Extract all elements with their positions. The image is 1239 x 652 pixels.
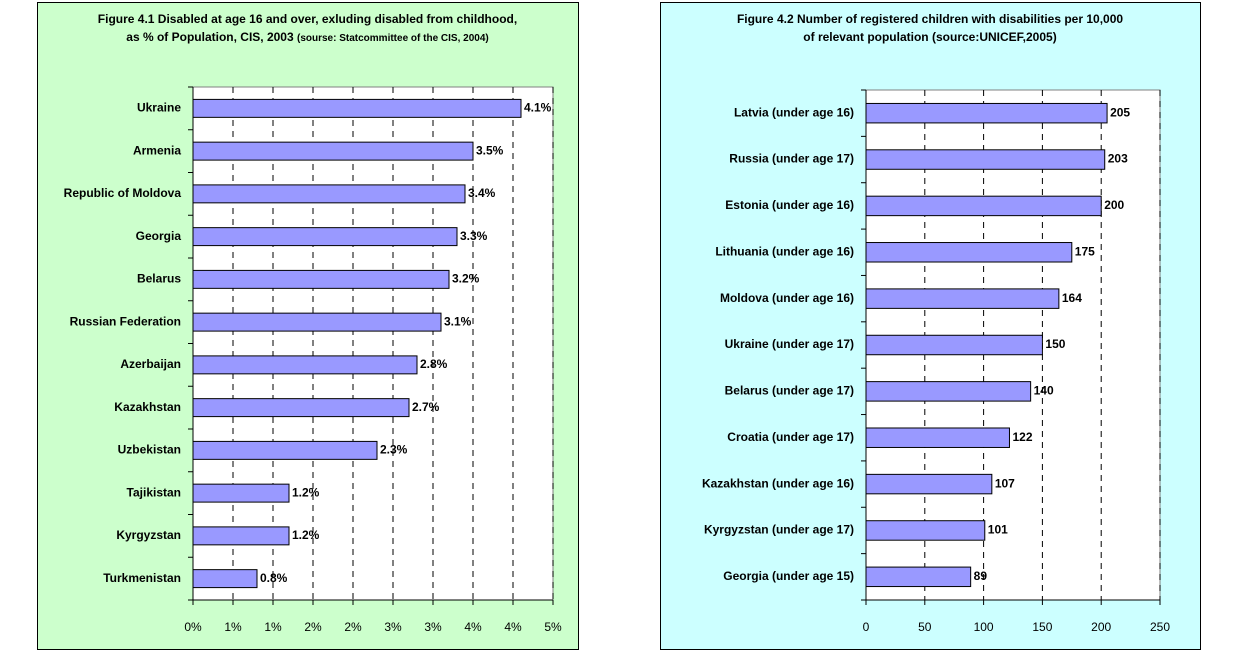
bar <box>192 141 474 161</box>
bar <box>192 398 410 418</box>
y-tick-label: Kyrgyzstan (under age 17) <box>704 523 854 537</box>
bar <box>865 288 1060 309</box>
title-line: Figure 4.2 Number of registered children… <box>737 12 1123 26</box>
data-label: 107 <box>995 476 1015 490</box>
data-label: 2.7% <box>412 400 440 414</box>
data-label: 0.8% <box>260 571 288 585</box>
y-tick-label: Estonia (under age 16) <box>725 198 854 212</box>
bar <box>192 483 290 503</box>
x-tick-label: 1% <box>264 620 282 634</box>
y-tick-label: Croatia (under age 17) <box>727 430 854 444</box>
y-tick-label: Republic of Moldova <box>64 186 182 200</box>
data-label: 1.2% <box>292 485 320 499</box>
y-tick-label: Georgia (under age 15) <box>723 569 854 583</box>
y-tick-label: Ukraine <box>137 101 181 115</box>
x-tick-label: 3% <box>384 620 402 634</box>
y-tick-label: Ukraine (under age 17) <box>725 337 854 351</box>
data-label: 3.3% <box>460 229 488 243</box>
data-label: 140 <box>1034 384 1054 398</box>
y-tick-label: Kazakhstan (under age 16) <box>702 476 854 490</box>
bar <box>865 242 1073 263</box>
bar <box>192 440 378 460</box>
bar <box>865 473 993 495</box>
bar <box>192 269 450 289</box>
data-label: 200 <box>1104 198 1124 212</box>
data-label: 1.2% <box>292 528 320 542</box>
bar <box>865 520 986 541</box>
bar <box>192 312 442 332</box>
y-tick-label: Kazakhstan <box>114 400 181 414</box>
y-tick-label: Tajikistan <box>127 485 181 499</box>
x-tick-label: 200 <box>1091 620 1111 634</box>
bar <box>865 195 1102 217</box>
data-label: 3.5% <box>476 143 504 157</box>
x-tick-label: 1% <box>224 620 242 634</box>
bar <box>865 381 1032 402</box>
y-tick-label: Turkmenistan <box>103 571 181 585</box>
y-tick-label: Belarus (under age 17) <box>725 384 854 398</box>
data-label: 175 <box>1075 244 1095 258</box>
data-label: 101 <box>988 523 1008 537</box>
x-tick-label: 5% <box>544 620 562 634</box>
bar <box>865 149 1106 170</box>
data-label: 4.1% <box>524 101 552 115</box>
bar <box>865 334 1043 356</box>
data-label: 203 <box>1108 152 1128 166</box>
chart: Figure 4.2 Number of registered children… <box>660 2 1201 650</box>
data-label: 89 <box>974 569 988 583</box>
title-line: Figure 4.1 Disabled at age 16 and over, … <box>98 12 517 26</box>
title-line: of relevant population <box>803 30 928 44</box>
chart-title: as % of Population, CIS, 2003 (sourse: S… <box>126 30 488 44</box>
data-label: 3.4% <box>468 186 496 200</box>
bar <box>865 427 1010 448</box>
chart-title: of relevant population (source:UNICEF,20… <box>803 30 1056 44</box>
y-tick-label: Latvia (under age 16) <box>734 105 854 119</box>
chart-source: (sourse: Statcommittee of the CIS, 2004) <box>297 33 489 44</box>
y-tick-label: Moldova (under age 16) <box>720 291 854 305</box>
x-tick-label: 250 <box>1150 620 1170 634</box>
data-label: 122 <box>1012 430 1032 444</box>
title-line: as % of Population, CIS, 2003 <box>126 30 294 44</box>
x-tick-label: 150 <box>1032 620 1052 634</box>
chart-title: Figure 4.2 Number of registered children… <box>737 12 1123 26</box>
bar <box>192 355 418 375</box>
x-tick-label: 2% <box>304 620 322 634</box>
y-tick-label: Uzbekistan <box>118 443 181 457</box>
x-tick-label: 0% <box>184 620 202 634</box>
chart: Figure 4.1 Disabled at age 16 and over, … <box>37 2 579 650</box>
bar <box>192 526 290 546</box>
data-label: 164 <box>1062 291 1082 305</box>
data-label: 205 <box>1110 105 1130 119</box>
bar <box>192 98 522 118</box>
data-label: 150 <box>1045 337 1065 351</box>
bar <box>192 227 458 247</box>
y-tick-label: Kyrgyzstan <box>116 528 181 542</box>
plot-area <box>192 86 554 601</box>
x-tick-label: 3% <box>424 620 442 634</box>
x-tick-label: 100 <box>974 620 994 634</box>
bar <box>192 184 466 204</box>
bar <box>865 102 1108 124</box>
y-tick-label: Belarus <box>137 272 181 286</box>
data-label: 3.2% <box>452 272 480 286</box>
chart-source: (source:UNICEF,2005) <box>932 30 1057 44</box>
x-tick-label: 4% <box>464 620 482 634</box>
y-tick-label: Georgia <box>136 229 182 243</box>
y-tick-label: Russian Federation <box>70 314 181 328</box>
x-tick-label: 0 <box>863 620 870 634</box>
x-tick-label: 2% <box>344 620 362 634</box>
y-tick-label: Armenia <box>133 143 181 157</box>
data-label: 2.8% <box>420 357 448 371</box>
y-tick-label: Lithuania (under age 16) <box>715 244 854 258</box>
y-tick-label: Russia (under age 17) <box>729 152 854 166</box>
data-label: 3.1% <box>444 314 472 328</box>
y-tick-label: Azerbaijan <box>120 357 181 371</box>
x-tick-label: 50 <box>918 620 932 634</box>
bar <box>192 569 258 589</box>
bar <box>865 566 972 588</box>
data-label: 2.3% <box>380 443 408 457</box>
chart-title: Figure 4.1 Disabled at age 16 and over, … <box>98 12 517 26</box>
x-tick-label: 4% <box>504 620 522 634</box>
